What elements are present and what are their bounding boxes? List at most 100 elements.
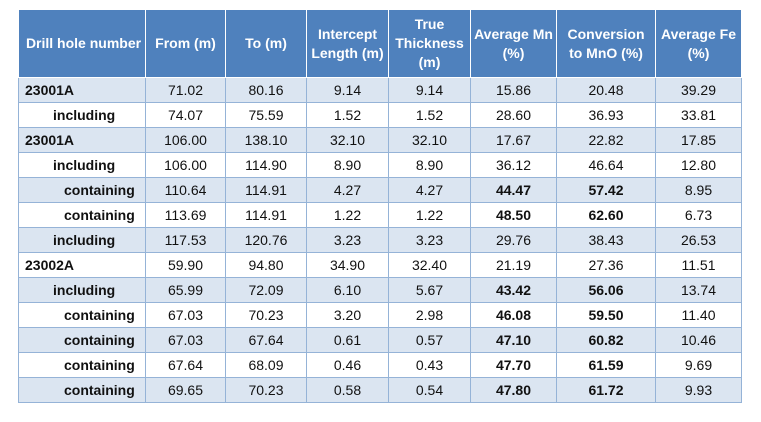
cell-to: 94.80 — [225, 252, 307, 278]
cell-drill-hole: including — [18, 152, 146, 178]
cell-from: 69.65 — [145, 377, 226, 403]
cell-average-fe: 13.74 — [655, 277, 742, 303]
cell-drill-hole: containing — [18, 327, 146, 353]
table-row: including 106.00 114.90 8.90 8.90 36.12 46.64 1… — [18, 152, 742, 178]
cell-from: 113.69 — [145, 202, 226, 228]
cell-intercept-length: 4.27 — [306, 177, 389, 203]
cell-true-thickness: 32.10 — [388, 127, 471, 153]
cell-conversion-mno: 20.48 — [556, 77, 656, 103]
cell-average-fe: 17.85 — [655, 127, 742, 153]
header-conversion-mno: Conversion to MnO (%) — [556, 9, 656, 78]
cell-true-thickness: 9.14 — [388, 77, 471, 103]
cell-average-mn: 46.08 — [470, 302, 557, 328]
cell-from: 106.00 — [145, 127, 226, 153]
cell-average-fe: 11.40 — [655, 302, 742, 328]
drill-results-table: Drill hole number From (m) To (m) Interc… — [18, 9, 742, 403]
cell-drill-hole: containing — [18, 352, 146, 378]
cell-to: 72.09 — [225, 277, 307, 303]
cell-to: 114.90 — [225, 152, 307, 178]
cell-average-mn: 36.12 — [470, 152, 557, 178]
table-header: Drill hole number From (m) To (m) Interc… — [18, 9, 742, 78]
cell-to: 67.64 — [225, 327, 307, 353]
cell-average-mn: 48.50 — [470, 202, 557, 228]
cell-conversion-mno: 61.59 — [556, 352, 656, 378]
cell-average-fe: 11.51 — [655, 252, 742, 278]
cell-intercept-length: 9.14 — [306, 77, 389, 103]
cell-true-thickness: 1.52 — [388, 102, 471, 128]
cell-drill-hole: containing — [18, 177, 146, 203]
cell-true-thickness: 3.23 — [388, 227, 471, 253]
header-average-fe: Average Fe (%) — [655, 9, 742, 78]
cell-drill-hole: 23001A — [18, 127, 146, 153]
cell-average-fe: 8.95 — [655, 177, 742, 203]
cell-from: 59.90 — [145, 252, 226, 278]
table-row: 23001A 106.00 138.10 32.10 32.10 17.67 22.82 17… — [18, 127, 742, 153]
cell-true-thickness: 4.27 — [388, 177, 471, 203]
cell-conversion-mno: 57.42 — [556, 177, 656, 203]
cell-drill-hole: containing — [18, 377, 146, 403]
cell-intercept-length: 8.90 — [306, 152, 389, 178]
cell-to: 114.91 — [225, 202, 307, 228]
table-row: including 74.07 75.59 1.52 1.52 28.60 36.93 33.… — [18, 102, 742, 128]
cell-drill-hole: containing — [18, 302, 146, 328]
cell-intercept-length: 0.61 — [306, 327, 389, 353]
cell-drill-hole: 23002A — [18, 252, 146, 278]
table-row: including 117.53 120.76 3.23 3.23 29.76 38.43 2… — [18, 227, 742, 253]
cell-to: 68.09 — [225, 352, 307, 378]
cell-average-fe: 10.46 — [655, 327, 742, 353]
cell-to: 120.76 — [225, 227, 307, 253]
table-row: containing 67.64 68.09 0.46 0.43 47.70 61.59 9.… — [18, 352, 742, 378]
cell-from: 106.00 — [145, 152, 226, 178]
cell-average-mn: 17.67 — [470, 127, 557, 153]
header-true-thickness: True Thickness (m) — [388, 9, 471, 78]
cell-average-mn: 44.47 — [470, 177, 557, 203]
cell-average-fe: 39.29 — [655, 77, 742, 103]
table-row: 23002A 59.90 94.80 34.90 32.40 21.19 27.36 11.5… — [18, 252, 742, 278]
cell-intercept-length: 1.52 — [306, 102, 389, 128]
cell-to: 70.23 — [225, 377, 307, 403]
cell-from: 71.02 — [145, 77, 226, 103]
cell-drill-hole: including — [18, 277, 146, 303]
cell-true-thickness: 32.40 — [388, 252, 471, 278]
cell-intercept-length: 32.10 — [306, 127, 389, 153]
cell-conversion-mno: 36.93 — [556, 102, 656, 128]
cell-conversion-mno: 22.82 — [556, 127, 656, 153]
header-average-mn: Average Mn (%) — [470, 9, 557, 78]
cell-intercept-length: 3.20 — [306, 302, 389, 328]
cell-conversion-mno: 60.82 — [556, 327, 656, 353]
results-table-container: Drill hole number From (m) To (m) Interc… — [18, 9, 742, 403]
cell-conversion-mno: 46.64 — [556, 152, 656, 178]
cell-intercept-length: 3.23 — [306, 227, 389, 253]
cell-average-fe: 26.53 — [655, 227, 742, 253]
cell-drill-hole: containing — [18, 202, 146, 228]
cell-intercept-length: 34.90 — [306, 252, 389, 278]
table-row: 23001A 71.02 80.16 9.14 9.14 15.86 20.48 39.29 — [18, 77, 742, 103]
cell-conversion-mno: 62.60 — [556, 202, 656, 228]
cell-from: 65.99 — [145, 277, 226, 303]
cell-average-mn: 47.10 — [470, 327, 557, 353]
cell-true-thickness: 2.98 — [388, 302, 471, 328]
cell-average-mn: 15.86 — [470, 77, 557, 103]
cell-average-fe: 6.73 — [655, 202, 742, 228]
cell-from: 67.64 — [145, 352, 226, 378]
cell-conversion-mno: 61.72 — [556, 377, 656, 403]
cell-intercept-length: 0.46 — [306, 352, 389, 378]
cell-average-mn: 47.70 — [470, 352, 557, 378]
cell-average-mn: 43.42 — [470, 277, 557, 303]
table-row: containing 67.03 70.23 3.20 2.98 46.08 59.50 11… — [18, 302, 742, 328]
header-row: Drill hole number From (m) To (m) Interc… — [18, 9, 742, 78]
header-intercept-length: Intercept Length (m) — [306, 9, 389, 78]
cell-from: 67.03 — [145, 327, 226, 353]
cell-true-thickness: 0.43 — [388, 352, 471, 378]
cell-average-mn: 47.80 — [470, 377, 557, 403]
cell-average-mn: 29.76 — [470, 227, 557, 253]
cell-true-thickness: 8.90 — [388, 152, 471, 178]
cell-to: 80.16 — [225, 77, 307, 103]
cell-to: 75.59 — [225, 102, 307, 128]
cell-average-mn: 28.60 — [470, 102, 557, 128]
table-row: including 65.99 72.09 6.10 5.67 43.42 56.06 13.… — [18, 277, 742, 303]
cell-from: 74.07 — [145, 102, 226, 128]
table-row: containing 110.64 114.91 4.27 4.27 44.47 57.42… — [18, 177, 742, 203]
cell-average-fe: 9.93 — [655, 377, 742, 403]
cell-intercept-length: 0.58 — [306, 377, 389, 403]
